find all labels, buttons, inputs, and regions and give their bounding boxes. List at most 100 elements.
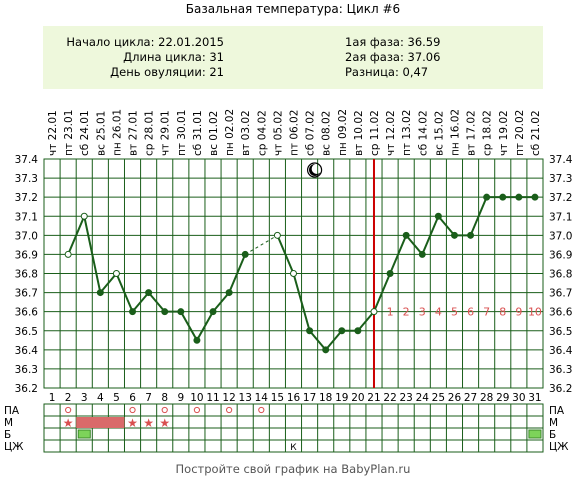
phase2-day-number: 6 — [467, 306, 474, 319]
temperature-segment — [469, 196, 488, 236]
day-number: 5 — [113, 392, 120, 404]
y-tick-label-left: 37.2 — [15, 192, 38, 204]
czh-mark: К — [290, 443, 297, 453]
y-tick-label-right: 36.2 — [549, 383, 572, 395]
temperature-segment — [276, 234, 295, 274]
date-label: чт 19.02 — [498, 110, 510, 156]
temperature-point — [96, 289, 104, 297]
table-row-label-left: Б — [4, 429, 11, 441]
y-tick-label-left: 36.3 — [15, 364, 38, 376]
chart-title: Базальная температура: Цикл #6 — [185, 2, 401, 16]
table-row-label-right: ПА — [549, 405, 565, 417]
temperature-point-open — [370, 308, 378, 316]
temperature-point — [306, 327, 314, 335]
day-number: 6 — [129, 392, 136, 404]
day-number: 22 — [383, 392, 396, 404]
table-row-label-left: ПА — [4, 405, 20, 417]
y-tick-label-left: 37.1 — [15, 211, 38, 223]
y-tick-label-right: 36.3 — [549, 364, 572, 376]
menstruation-star: ★ — [143, 416, 154, 430]
y-tick-label-right: 36.5 — [549, 326, 572, 338]
temperature-segment — [373, 273, 392, 313]
date-label: сб 31.01 — [192, 110, 204, 156]
date-label: вт 03.02 — [240, 110, 252, 156]
date-label: пт 06.02 — [289, 110, 301, 156]
cycle-length-label: Длина цикла: — [123, 50, 206, 64]
b-marker — [77, 429, 91, 439]
ovulation-day-row: День овуляции: 21 — [110, 66, 224, 79]
phase2-day-number: 4 — [435, 306, 442, 319]
temperature-point — [209, 308, 217, 316]
temperature-point — [145, 289, 153, 297]
day-number: 29 — [496, 392, 509, 404]
date-label: пн 02.02 — [224, 109, 236, 156]
y-tick-label-right: 37.2 — [549, 192, 572, 204]
date-label: пн 16.02 — [449, 109, 461, 156]
temperature-point — [467, 231, 475, 239]
date-label: вс 08.02 — [321, 111, 333, 156]
table-row-label-right: ЦЖ — [549, 441, 569, 453]
temperature-segment — [292, 273, 311, 332]
moon-icon — [308, 163, 321, 176]
y-tick-label-right: 37.0 — [549, 230, 572, 242]
phase1-row: 1ая фаза: 36.59 — [345, 36, 440, 49]
y-tick-label-left: 37.4 — [15, 154, 39, 166]
temperature-segment — [147, 291, 166, 313]
temperature-point — [241, 250, 249, 258]
temperature-point — [225, 289, 233, 297]
y-tick-label-right: 36.9 — [549, 249, 572, 261]
y-tick-label-left: 36.7 — [15, 288, 38, 300]
y-tick-label-left: 36.8 — [15, 269, 38, 281]
date-label: вс 15.02 — [433, 111, 445, 156]
phase2-day-number: 3 — [419, 306, 426, 319]
day-number: 9 — [177, 392, 184, 404]
pa-marker — [65, 406, 72, 414]
day-number: 2 — [65, 392, 72, 404]
y-tick-label-left: 37.0 — [15, 230, 38, 242]
day-number: 15 — [271, 392, 284, 404]
pa-marker — [129, 406, 136, 414]
phase2-value: 37.06 — [407, 50, 441, 64]
y-tick-label-left: 37.3 — [15, 173, 38, 185]
b-marker — [528, 429, 542, 439]
temperature-point-open — [273, 231, 281, 239]
day-number: 17 — [303, 392, 316, 404]
pa-marker — [193, 406, 201, 414]
footer-link[interactable]: Постройте свой график на BabyPlan.ru — [175, 462, 411, 476]
temperature-segment — [421, 215, 440, 255]
day-number: 23 — [399, 392, 412, 404]
date-label: сб 14.02 — [417, 110, 429, 156]
temperature-point — [177, 308, 185, 316]
cycle-start-label: Начало цикла: — [66, 35, 155, 49]
date-label: вс 01.02 — [208, 111, 220, 156]
date-label: чт 05.02 — [272, 110, 284, 156]
day-number: 25 — [432, 392, 445, 404]
temperature-segment — [389, 234, 408, 274]
day-number: 3 — [81, 392, 88, 404]
temperature-point — [402, 231, 410, 239]
menstruation-star: ★ — [127, 416, 138, 430]
temperature-segment — [324, 330, 343, 351]
day-number: 14 — [255, 392, 269, 404]
phase2-day-number: 7 — [483, 306, 490, 319]
date-label: сб 07.02 — [305, 110, 317, 156]
ovulation-day-value: 21 — [209, 65, 224, 79]
date-label: чт 12.02 — [385, 110, 397, 156]
y-tick-label-right: 36.4 — [549, 345, 573, 357]
temperature-point — [434, 212, 442, 220]
day-number: 16 — [287, 392, 301, 404]
day-number: 13 — [239, 392, 252, 404]
day-number: 8 — [161, 392, 168, 404]
moon-icon-outline — [306, 162, 323, 178]
temperature-point — [386, 270, 394, 277]
temperature-segment — [405, 234, 424, 256]
difference-label: Разница: — [345, 65, 399, 79]
temperature-segment — [308, 330, 327, 351]
temperature-segment — [228, 254, 247, 293]
temperature-point-open — [112, 270, 120, 277]
day-number: 28 — [480, 392, 493, 404]
y-tick-label-right: 36.7 — [549, 288, 572, 300]
date-label: вт 10.02 — [353, 110, 365, 156]
y-tick-label-left: 36.2 — [15, 383, 38, 395]
day-number: 20 — [351, 392, 364, 404]
